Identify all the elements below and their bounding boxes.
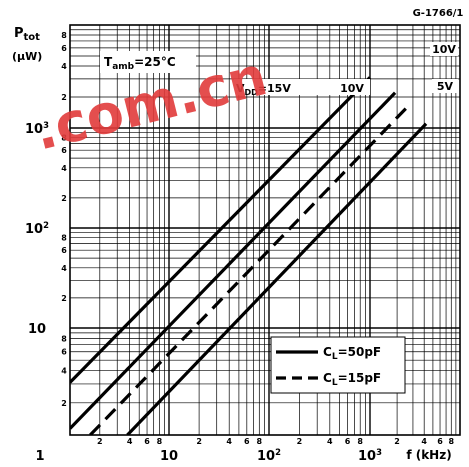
x-minor-tick-label: 6 (244, 437, 250, 446)
x-minor-tick-label: 8 (448, 437, 454, 446)
x-decade-label: 103 (358, 447, 382, 463)
x-minor-tick-label: 8 (357, 437, 363, 446)
y-axis-unit: (μW) (12, 50, 42, 63)
y-minor-tick-label: 8 (61, 234, 67, 243)
x-minor-tick-label: 6 (144, 437, 150, 446)
y-minor-tick-label: 6 (61, 348, 67, 357)
plot-frame (69, 24, 461, 436)
x-axis-label: f (kHz) (406, 448, 451, 462)
condition-label: Tamb=25°C (104, 55, 176, 72)
x-minor-tick-label: 2 (97, 437, 103, 446)
x-minor-tick-label: 4 (226, 437, 232, 446)
x-minor-tick-label: 6 (437, 437, 443, 446)
y-minor-tick-label: 4 (61, 264, 67, 273)
chart-labels: G-1766/1 Ptot (μW) Tamb=25°C VDD=15V 10V 10V 5V (12, 8, 463, 97)
vdd-label-bg (234, 79, 370, 95)
figure-id: G-1766/1 (413, 8, 464, 19)
y-minor-tick-label: 4 (61, 62, 67, 71)
x-minor-tick-label: 4 (327, 437, 333, 446)
x-minor-tick-label: 4 (421, 437, 427, 446)
legend: CL=50pF CL=15pF (270, 336, 406, 394)
y-decade-label: 10 (28, 322, 46, 337)
vdd-5v-label: 5V (437, 80, 454, 93)
x-minor-tick-label: 2 (196, 437, 202, 446)
series-line-10V-15pF (89, 105, 409, 435)
y-decade-label: 102 (25, 220, 49, 237)
y-minor-tick-label: 4 (61, 164, 67, 173)
x-minor-tick-label: 6 (345, 437, 351, 446)
y-minor-tick-label: 4 (61, 367, 67, 376)
y-minor-tick-label: 2 (61, 399, 67, 408)
tick-labels: 1 10 102 103 f (kHz)2 4 6 8 2 4 6 8 2 4 6 8 2 4 6 810102103… (25, 31, 454, 464)
series-line-15V-50pF (70, 76, 372, 384)
x-decade-label: 10 (160, 449, 178, 463)
y-minor-tick-label: 2 (61, 294, 67, 303)
legend-box (270, 336, 406, 394)
y-minor-tick-label: 6 (61, 44, 67, 53)
x-minor-tick-label: 8 (157, 437, 163, 446)
vdd-15v-label: VDD=15V (236, 82, 291, 97)
y-minor-tick-label: 8 (61, 334, 67, 343)
series-line-5V-50pF (126, 122, 428, 435)
y-minor-tick-label: 2 (61, 194, 67, 203)
series-layer (70, 76, 428, 435)
vdd-10v-label: 10V (432, 43, 456, 56)
y-minor-tick-label: 6 (61, 246, 67, 255)
y-axis-label: Ptot (14, 26, 40, 43)
legend-label: CL=15pF (323, 371, 381, 388)
y-minor-tick-label: 8 (61, 31, 67, 40)
y-minor-tick-label: 8 (61, 134, 67, 143)
x-decade-label: 102 (257, 447, 281, 463)
y-decade-label: 103 (25, 120, 49, 137)
condition-bg (100, 51, 196, 73)
x-minor-tick-label: 4 (127, 437, 133, 446)
legend-label: CL=50pF (323, 345, 381, 362)
x-minor-tick-label: 8 (257, 437, 263, 446)
vdd-5v-bg (432, 79, 458, 93)
y-minor-tick-label: 6 (61, 146, 67, 155)
series-line-10V-50pF (70, 91, 397, 430)
x-minor-tick-label: 2 (394, 437, 400, 446)
y-minor-tick-label: 2 (61, 93, 67, 102)
vdd-10v-bg (430, 42, 458, 56)
x-minor-tick-label: 2 (297, 437, 303, 446)
x-decade-label: 1 (35, 449, 44, 463)
vdd-10v-dashed-label: 10V (340, 82, 364, 95)
